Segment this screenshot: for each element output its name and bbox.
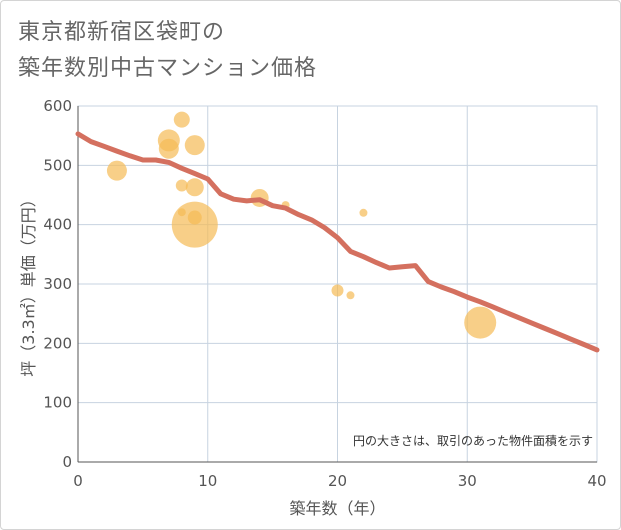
y-axis-title: 坪（3.3㎡）単価（万円） [19, 191, 38, 376]
x-tick-label: 20 [328, 472, 347, 490]
trend-line [75, 131, 600, 353]
chart-title-line-2: 築年数別中古マンション価格 [18, 56, 318, 81]
x-tick-label: 30 [458, 472, 477, 490]
y-tick-label: 100 [43, 394, 72, 412]
data-bubble [331, 284, 344, 297]
y-tick-label: 500 [43, 156, 72, 174]
y-tick-label: 200 [43, 334, 72, 352]
data-bubble [173, 111, 190, 128]
data-bubble [185, 178, 204, 197]
data-bubble [184, 135, 205, 156]
data-bubble [346, 291, 355, 300]
data-bubble [175, 179, 188, 192]
data-bubble [464, 306, 497, 339]
y-tick-label: 600 [43, 97, 72, 115]
data-bubble [158, 138, 179, 159]
x-tick-label: 0 [73, 472, 83, 490]
data-bubble [359, 208, 368, 217]
y-tick-label: 0 [62, 453, 72, 471]
x-tick-label: 10 [198, 472, 217, 490]
x-tick-label: 40 [587, 472, 606, 490]
data-bubble [106, 160, 127, 181]
data-bubble [171, 201, 218, 248]
y-tick-label: 400 [43, 216, 72, 234]
y-tick-label: 300 [43, 275, 72, 293]
x-axis-title: 築年数（年） [289, 499, 385, 518]
size-note: 円の大きさは、取引のあった物件面積を示す [353, 433, 593, 448]
chart-title-line-1: 東京都新宿区袋町の [18, 20, 226, 45]
